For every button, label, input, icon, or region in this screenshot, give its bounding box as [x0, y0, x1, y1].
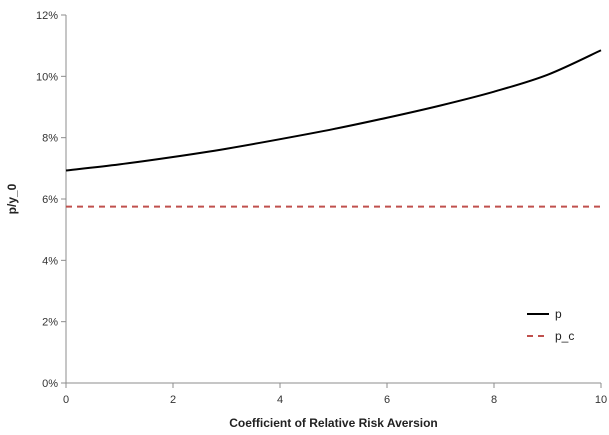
y-axis-ticks: 0% 2% 4% 6% 8% 10% 12% — [36, 10, 66, 390]
y-tick-label: 4% — [42, 255, 58, 267]
legend: p p_c — [527, 307, 574, 343]
x-tick-label: 10 — [595, 394, 607, 406]
y-tick-label: 0% — [42, 378, 58, 390]
legend-label-p-c: p_c — [555, 329, 574, 343]
series-layer — [65, 49, 602, 208]
y-tick-label: 6% — [42, 194, 58, 206]
x-tick-label: 4 — [277, 394, 283, 406]
chart-axes — [65, 15, 601, 384]
series-line-p — [65, 49, 602, 172]
y-tick-label: 8% — [42, 133, 58, 145]
y-tick-label: 2% — [42, 317, 58, 329]
y-axis-title: p/y_0 — [5, 183, 19, 214]
y-tick-label: 10% — [36, 71, 58, 83]
x-axis-ticks: 0 2 4 6 8 10 — [63, 383, 607, 406]
x-tick-label: 6 — [384, 394, 390, 406]
x-tick-label: 0 — [63, 394, 69, 406]
y-tick-label: 12% — [36, 10, 58, 22]
x-tick-label: 8 — [491, 394, 497, 406]
legend-label-p: p — [555, 307, 562, 321]
x-axis-title: Coefficient of Relative Risk Aversion — [229, 416, 438, 430]
x-tick-label: 2 — [170, 394, 176, 406]
